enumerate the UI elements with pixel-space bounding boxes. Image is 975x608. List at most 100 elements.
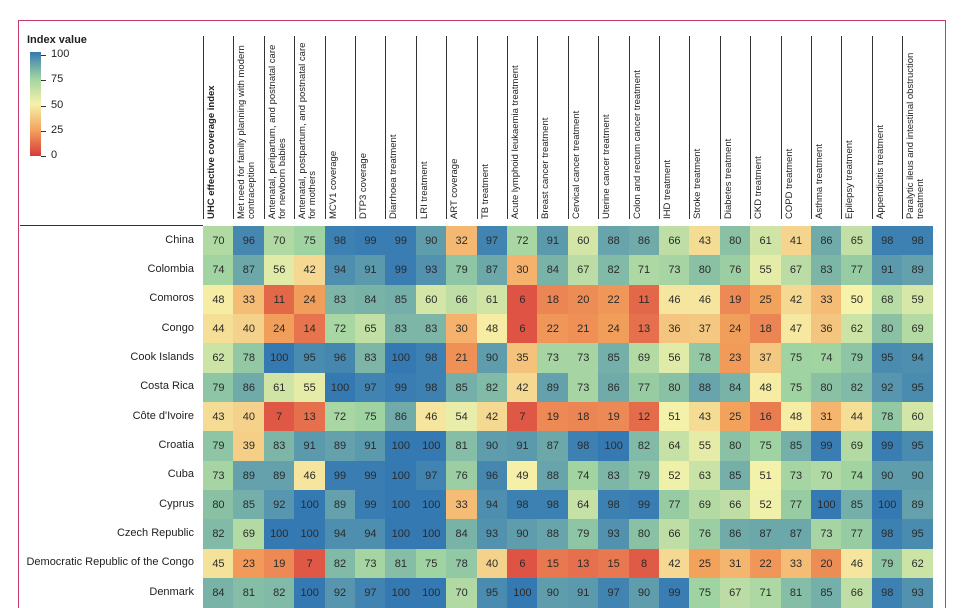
- heatmap-cell: 91: [567, 577, 599, 608]
- column-header: COPD treatment: [783, 148, 795, 219]
- heatmap-cell: 19: [263, 548, 295, 579]
- heatmap-cell: 25: [750, 284, 782, 315]
- heatmap-cell: 23: [719, 343, 751, 374]
- heatmap-cell: 55: [294, 372, 326, 403]
- heatmap-cell: 89: [233, 460, 265, 491]
- heatmap-cell: 73: [355, 548, 386, 579]
- row-label: Colombia: [147, 262, 194, 275]
- column-header: Breast cancer treatment: [540, 117, 552, 219]
- heatmap-cell: 100: [598, 431, 630, 462]
- heatmap-cell: 83: [263, 431, 295, 462]
- row-label: Congo: [161, 321, 194, 334]
- heatmap-cell: 93: [598, 519, 630, 550]
- column-header: Cervical cancer treatment: [570, 110, 582, 219]
- heatmap-cell: 61: [750, 226, 782, 256]
- heatmap-cell: 43: [689, 401, 721, 432]
- row-label: Democratic Republic of the Congo: [26, 556, 194, 569]
- heatmap-cell: 91: [294, 431, 326, 462]
- column-header: Stroke treatment: [692, 148, 704, 219]
- heatmap-cell: 98: [598, 489, 630, 520]
- heatmap-cell: 83: [385, 313, 417, 344]
- heatmap-cell: 88: [689, 372, 721, 403]
- frame: [18, 20, 946, 608]
- row-label: Croatia: [158, 438, 194, 451]
- heatmap-cell: 79: [446, 255, 478, 286]
- column-header: UHC effective coverage index: [206, 85, 217, 219]
- heatmap-cell: 77: [841, 519, 873, 550]
- column-header: Acute lymphoid leukaemia treatment: [510, 65, 521, 219]
- heatmap-cell: 31: [811, 401, 842, 432]
- heatmap-cell: 19: [598, 401, 630, 432]
- heatmap-cell: 67: [780, 255, 812, 286]
- heatmap-cell: 95: [902, 372, 934, 403]
- colorbar-tick-label: 75: [51, 73, 64, 86]
- heatmap-cell: 99: [355, 460, 386, 491]
- column-header: LRI treatment: [418, 161, 430, 219]
- colorbar-tick: [41, 55, 46, 56]
- heatmap-cell: 89: [324, 431, 356, 462]
- heatmap-cell: 24: [719, 313, 751, 344]
- heatmap-cell: 90: [871, 460, 903, 491]
- heatmap-cell: 15: [598, 548, 630, 579]
- heatmap-cell: 98: [871, 226, 903, 256]
- heatmap-cell: 25: [719, 401, 751, 432]
- heatmap-cell: 95: [871, 343, 903, 374]
- column-separator: [598, 36, 600, 219]
- heatmap-cell: 36: [659, 313, 690, 344]
- heatmap-cell: 92: [871, 372, 903, 403]
- heatmap-cell: 82: [263, 577, 295, 608]
- heatmap-cell: 45: [203, 548, 234, 579]
- row-label: Costa Rica: [140, 380, 194, 393]
- heatmap-cell: 91: [355, 255, 386, 286]
- heatmap-cell: 72: [507, 226, 538, 256]
- column-separator: [294, 36, 296, 219]
- heatmap-cell: 97: [355, 577, 386, 608]
- heatmap-cell: 96: [233, 226, 265, 256]
- column-separator: [567, 36, 569, 219]
- heatmap-cell: 51: [750, 460, 782, 491]
- heatmap-cell: 13: [628, 313, 660, 344]
- heatmap-cell: 100: [385, 489, 417, 520]
- column-header: Diabetes treatment: [722, 138, 734, 219]
- heatmap-cell: 90: [628, 577, 660, 608]
- heatmap-cell: 90: [415, 226, 447, 256]
- heatmap-cell: 66: [446, 284, 478, 315]
- heatmap-cell: 85: [233, 489, 265, 520]
- heatmap-cell: 100: [415, 519, 447, 550]
- column-separator: [203, 36, 204, 219]
- heatmap-cell: 88: [537, 519, 569, 550]
- colorbar-tick: [41, 80, 46, 82]
- heatmap-cell: 73: [203, 460, 234, 491]
- heatmap-cell: 94: [324, 519, 356, 550]
- heatmap-cell: 72: [324, 401, 356, 432]
- heatmap-cell: 94: [324, 255, 356, 286]
- heatmap-cell: 82: [476, 372, 508, 403]
- heatmap-cell: 60: [902, 401, 934, 432]
- heatmap-cell: 69: [689, 489, 721, 520]
- heatmap-cell: 66: [719, 489, 751, 520]
- column-header: Antenatal, postpartum, and postnatal car…: [297, 42, 319, 219]
- heatmap-cell: 6: [507, 548, 538, 579]
- heatmap-cell: 33: [780, 548, 812, 579]
- heatmap-cell: 80: [689, 255, 721, 286]
- heatmap-cell: 99: [659, 577, 690, 608]
- heatmap-cell: 60: [415, 284, 447, 315]
- column-separator: [811, 36, 812, 219]
- heatmap-cell: 92: [263, 489, 295, 520]
- heatmap-cell: 90: [476, 343, 508, 374]
- heatmap-cell: 78: [446, 548, 478, 579]
- heatmap-cell: 89: [902, 489, 934, 520]
- heatmap-cell: 84: [537, 255, 569, 286]
- heatmap-cell: 43: [689, 226, 721, 256]
- heatmap-cell: 89: [902, 255, 934, 286]
- heatmap-cell: 52: [750, 489, 782, 520]
- heatmap-cell: 18: [750, 313, 782, 344]
- heatmap-cell: 94: [902, 343, 934, 374]
- heatmap-cell: 83: [324, 284, 356, 315]
- heatmap-cell: 85: [385, 284, 417, 315]
- column-header: CKD treatment: [753, 156, 765, 219]
- heatmap-cell: 71: [750, 577, 782, 608]
- heatmap-cell: 13: [567, 548, 599, 579]
- heatmap-cell: 60: [567, 226, 599, 256]
